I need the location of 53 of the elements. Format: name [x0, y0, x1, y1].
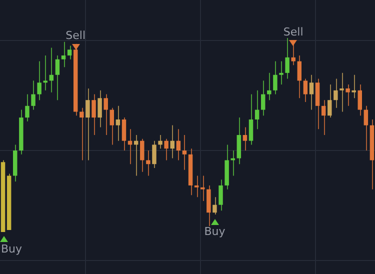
annotation: Buy — [204, 224, 226, 238]
candlestick — [340, 72, 344, 112]
candlestick — [248, 94, 254, 146]
candlestick — [242, 126, 248, 152]
candlestick — [61, 41, 66, 68]
candlestick — [25, 94, 30, 122]
candlestick — [140, 138, 144, 172]
candlestick — [218, 179, 223, 212]
candlestick — [146, 150, 150, 176]
candlestick — [285, 38, 290, 80]
candlestick — [170, 124, 174, 159]
candlestick — [321, 100, 326, 136]
annotation: Buy — [1, 242, 23, 256]
candlestick — [43, 54, 48, 91]
candlestick — [86, 88, 90, 161]
candlestick — [236, 117, 242, 165]
annotation: Sell — [283, 25, 304, 38]
candlestick — [67, 45, 72, 60]
candlestick — [182, 134, 187, 170]
candlestick — [104, 94, 108, 136]
candlestick — [122, 117, 126, 152]
candlestick — [212, 196, 217, 216]
candlestick — [158, 134, 162, 150]
candlestick — [364, 105, 368, 152]
candlestick — [164, 138, 168, 161]
candlestick — [309, 74, 314, 110]
candlestick — [358, 84, 362, 116]
candlestick — [267, 72, 272, 101]
candlestick — [206, 184, 211, 227]
candlestick — [260, 80, 266, 116]
candlestick — [194, 175, 199, 198]
candlestick — [31, 80, 36, 110]
candlestick — [315, 78, 320, 130]
candlestick — [254, 90, 260, 130]
candlestick — [200, 175, 205, 202]
candlestick — [55, 54, 60, 101]
candlestick — [98, 90, 102, 128]
candlestick — [92, 94, 96, 136]
candlestick — [352, 74, 356, 99]
candlestick — [279, 60, 284, 86]
candlestick — [37, 60, 42, 101]
candlestick — [273, 60, 278, 95]
annotation: Sell — [66, 29, 86, 42]
candlestick — [297, 54, 302, 99]
candlestick — [334, 78, 338, 108]
candlestick — [328, 84, 332, 118]
candlestick — [80, 107, 84, 161]
candlestick — [303, 78, 308, 103]
candlestick — [346, 84, 350, 106]
candlestick — [116, 105, 120, 142]
candlestick — [176, 128, 181, 161]
candlestick — [152, 140, 156, 168]
candlestick — [110, 107, 114, 146]
